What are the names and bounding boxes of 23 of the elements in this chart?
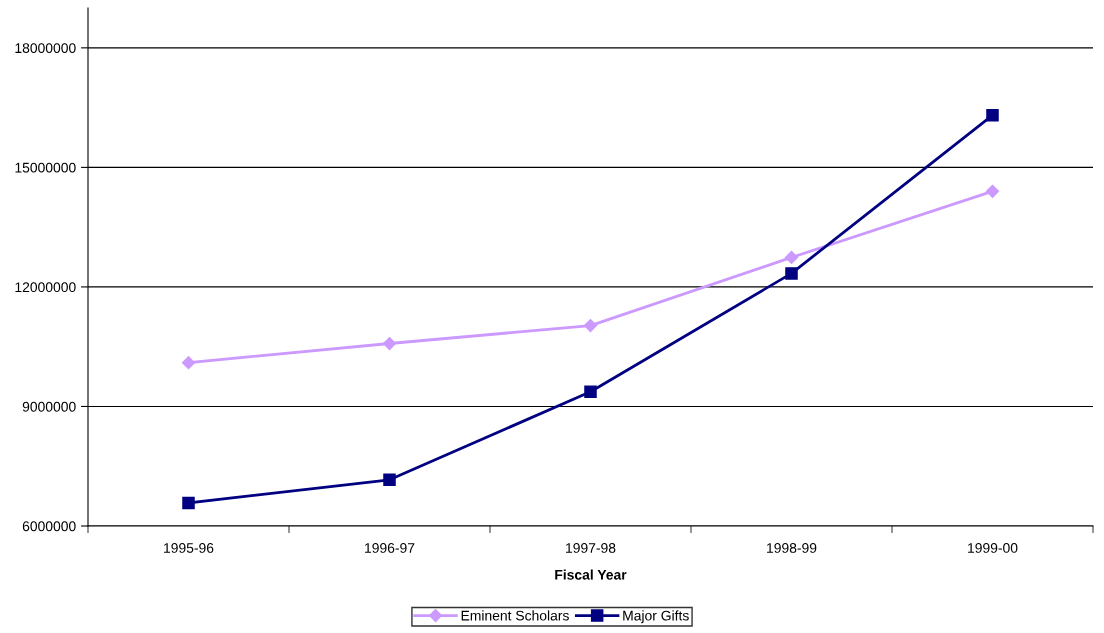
y-tick-label: 18000000 [15, 43, 76, 54]
legend-label: Major Gifts [623, 610, 689, 624]
point [182, 496, 195, 510]
x-tick-label: 1998-99 [767, 543, 817, 553]
point [583, 318, 598, 333]
x-axis-title: Fiscal Year [555, 569, 627, 580]
point [785, 267, 798, 280]
point [985, 184, 1000, 198]
legend-label: Eminent Scholars [461, 610, 569, 621]
x-tick-label: 1996-97 [365, 543, 415, 553]
point [584, 385, 597, 398]
y-tick-label: 12000000 [15, 282, 76, 293]
x-tick-label: 1995-96 [164, 543, 214, 553]
y-tick-label: 9000000 [22, 401, 76, 412]
point [784, 250, 799, 265]
y-tick-label: 15000000 [15, 162, 76, 173]
y-tick-label: 6000000 [22, 521, 76, 532]
point [181, 356, 196, 370]
point [986, 108, 999, 122]
point [382, 336, 397, 351]
point [383, 473, 396, 487]
x-tick-label: 1999-00 [968, 543, 1018, 553]
x-tick-label: 1997-98 [566, 543, 616, 553]
